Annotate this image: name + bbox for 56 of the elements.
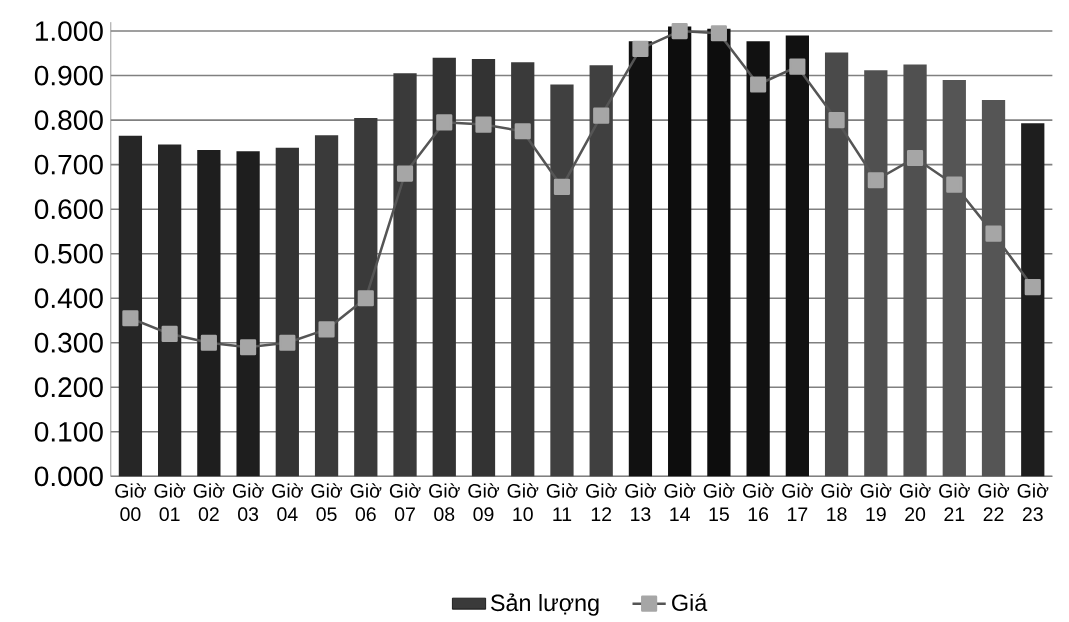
bar <box>158 144 182 477</box>
x-tick-label: Giờ 20 <box>899 483 931 522</box>
x-tick-label: Giờ 05 <box>311 483 343 522</box>
bar <box>589 65 613 477</box>
bar <box>785 35 809 477</box>
x-tick-label: Giờ 23 <box>1017 483 1049 522</box>
bar <box>628 41 653 477</box>
x-tick-label: Giờ 03 <box>232 483 264 522</box>
bar <box>275 147 299 477</box>
x-tick-label: Giờ 19 <box>860 483 892 522</box>
x-tick-label: Giờ 11 <box>546 483 578 522</box>
bar <box>354 118 378 477</box>
y-tick-label: 0.300 <box>34 333 103 353</box>
bar <box>432 57 456 477</box>
x-tick-label: Giờ 08 <box>429 483 460 522</box>
bar <box>707 29 731 477</box>
y-tick-label: 0.700 <box>34 154 103 175</box>
x-tick-label: Giờ 13 <box>625 483 656 522</box>
x-tick-label: Giờ 00 <box>115 483 146 522</box>
legend-label: Sản lượng <box>490 593 599 616</box>
x-tick-label: Giờ 12 <box>586 483 617 522</box>
x-tick-label: Giờ 22 <box>978 483 1010 522</box>
y-tick-label: 0.100 <box>34 422 103 442</box>
x-tick-label: Giờ 10 <box>507 483 539 522</box>
bar <box>118 135 143 477</box>
bar <box>550 84 574 477</box>
x-tick-label: Giờ 01 <box>154 483 186 522</box>
bar <box>746 41 770 477</box>
x-tick-label: Giờ 14 <box>664 483 696 522</box>
bar <box>314 135 339 477</box>
y-tick-label: 0.500 <box>34 243 103 264</box>
bar <box>393 73 417 477</box>
x-tick-label: Giờ 18 <box>821 483 853 522</box>
y-tick-label: 0.800 <box>34 110 103 131</box>
x-tick-label: Giờ 15 <box>703 483 735 522</box>
x-tick-label: Giờ 09 <box>468 483 500 522</box>
y-tick-label: 1.000 <box>35 21 103 42</box>
bar <box>511 62 535 477</box>
y-tick-label: 0.200 <box>34 377 103 398</box>
y-tick-label: 0.400 <box>34 288 103 309</box>
bar <box>1021 123 1045 477</box>
y-tick-label: 0.600 <box>34 199 103 220</box>
bar <box>471 59 496 477</box>
x-tick-label: Giờ 21 <box>939 483 970 522</box>
x-tick-label: Giờ 16 <box>742 483 774 522</box>
bar <box>236 151 260 477</box>
x-tick-label: Giờ 04 <box>272 483 303 522</box>
x-tick-label: Giờ 06 <box>350 483 382 522</box>
x-tick-label: Giờ 02 <box>193 483 225 522</box>
x-tick-label: Giờ 17 <box>782 483 813 522</box>
y-tick-label: 0.000 <box>34 466 103 487</box>
bar <box>197 150 221 477</box>
bar <box>668 26 692 477</box>
y-tick-label: 0.900 <box>34 65 103 86</box>
legend-label: Giá <box>672 593 708 612</box>
x-tick-label: Giờ 07 <box>389 483 421 522</box>
